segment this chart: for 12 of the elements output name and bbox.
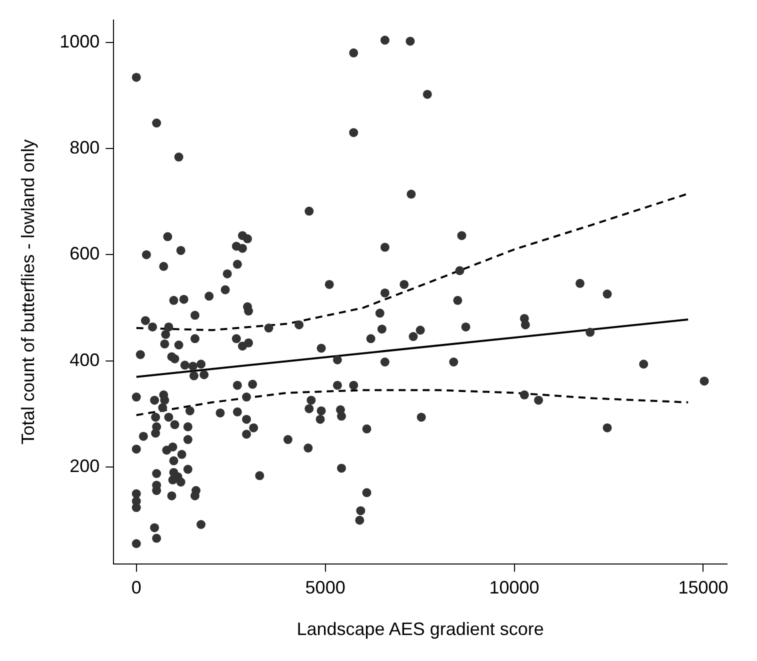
y-tick-label: 600 <box>70 244 100 264</box>
x-axis-title: Landscape AES gradient score <box>296 619 544 640</box>
y-tick-label: 1000 <box>60 31 100 52</box>
line-series <box>135 389 690 416</box>
y-tick-label: 800 <box>70 137 100 158</box>
y-tick-label: 200 <box>70 456 100 476</box>
y-axis-title: Total count of butterflies - lowland only <box>18 139 38 444</box>
y-tick-label: 400 <box>70 350 100 370</box>
x-tick-label: 5000 <box>305 578 346 598</box>
x-tick-label: 10000 <box>489 578 540 598</box>
x-tick-label: 0 <box>131 578 142 598</box>
x-tick-label: 15000 <box>678 578 728 598</box>
